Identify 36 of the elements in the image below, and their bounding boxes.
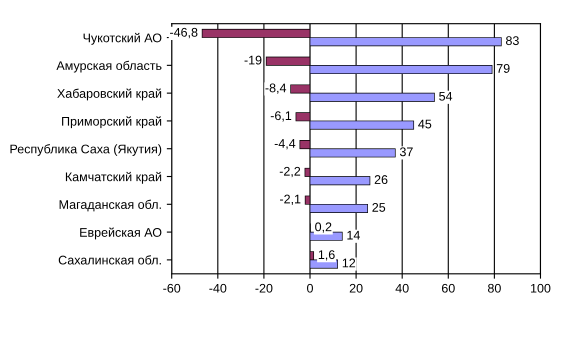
data-label: -6,1 [270,111,292,122]
data-label: -4,4 [274,139,296,150]
x-tick-label: -20 [255,284,272,293]
x-tick-label: -60 [163,284,180,293]
data-label: 12 [342,258,356,268]
y-tick-label: Хабаровский край [57,88,162,100]
data-label: 25 [372,202,386,212]
y-tick-label: Магаданская обл. [60,200,161,212]
y-tick-label: Чукотский АО [84,32,162,45]
data-label: -8,4 [265,83,286,94]
x-tick-label: 100 [531,284,550,293]
data-label: -46,8 [170,28,198,38]
y-tick-label: Приморский край [62,116,162,128]
x-tick-label: 80 [488,284,501,293]
y-tick-label: Еврейская АО [80,227,162,240]
data-label: 1,6 [318,250,335,261]
data-label: -2,1 [280,194,300,205]
data-label: 79 [496,64,510,73]
y-tick-label: Сахалинская обл. [58,255,161,265]
data-label: 54 [439,92,452,101]
data-label: 37 [400,147,413,156]
data-label: 45 [418,120,432,128]
y-tick-label: Камчатский край [66,172,162,184]
x-tick-label: -40 [209,284,226,293]
data-label: -19 [244,56,262,65]
y-tick-label: Республика Саха (Якутия) [10,144,162,156]
data-label: -2,2 [280,166,300,178]
data-label: 0,2 [315,222,332,233]
x-tick-label: 20 [350,284,363,293]
data-label: 26 [374,175,388,184]
data-label: 83 [506,36,519,46]
x-tick-label: 60 [442,284,455,293]
x-tick-label: 40 [396,284,409,293]
data-label: 14 [347,230,360,240]
x-tick-label: 0 [307,284,313,293]
y-tick-label: Амурская область [56,60,162,73]
